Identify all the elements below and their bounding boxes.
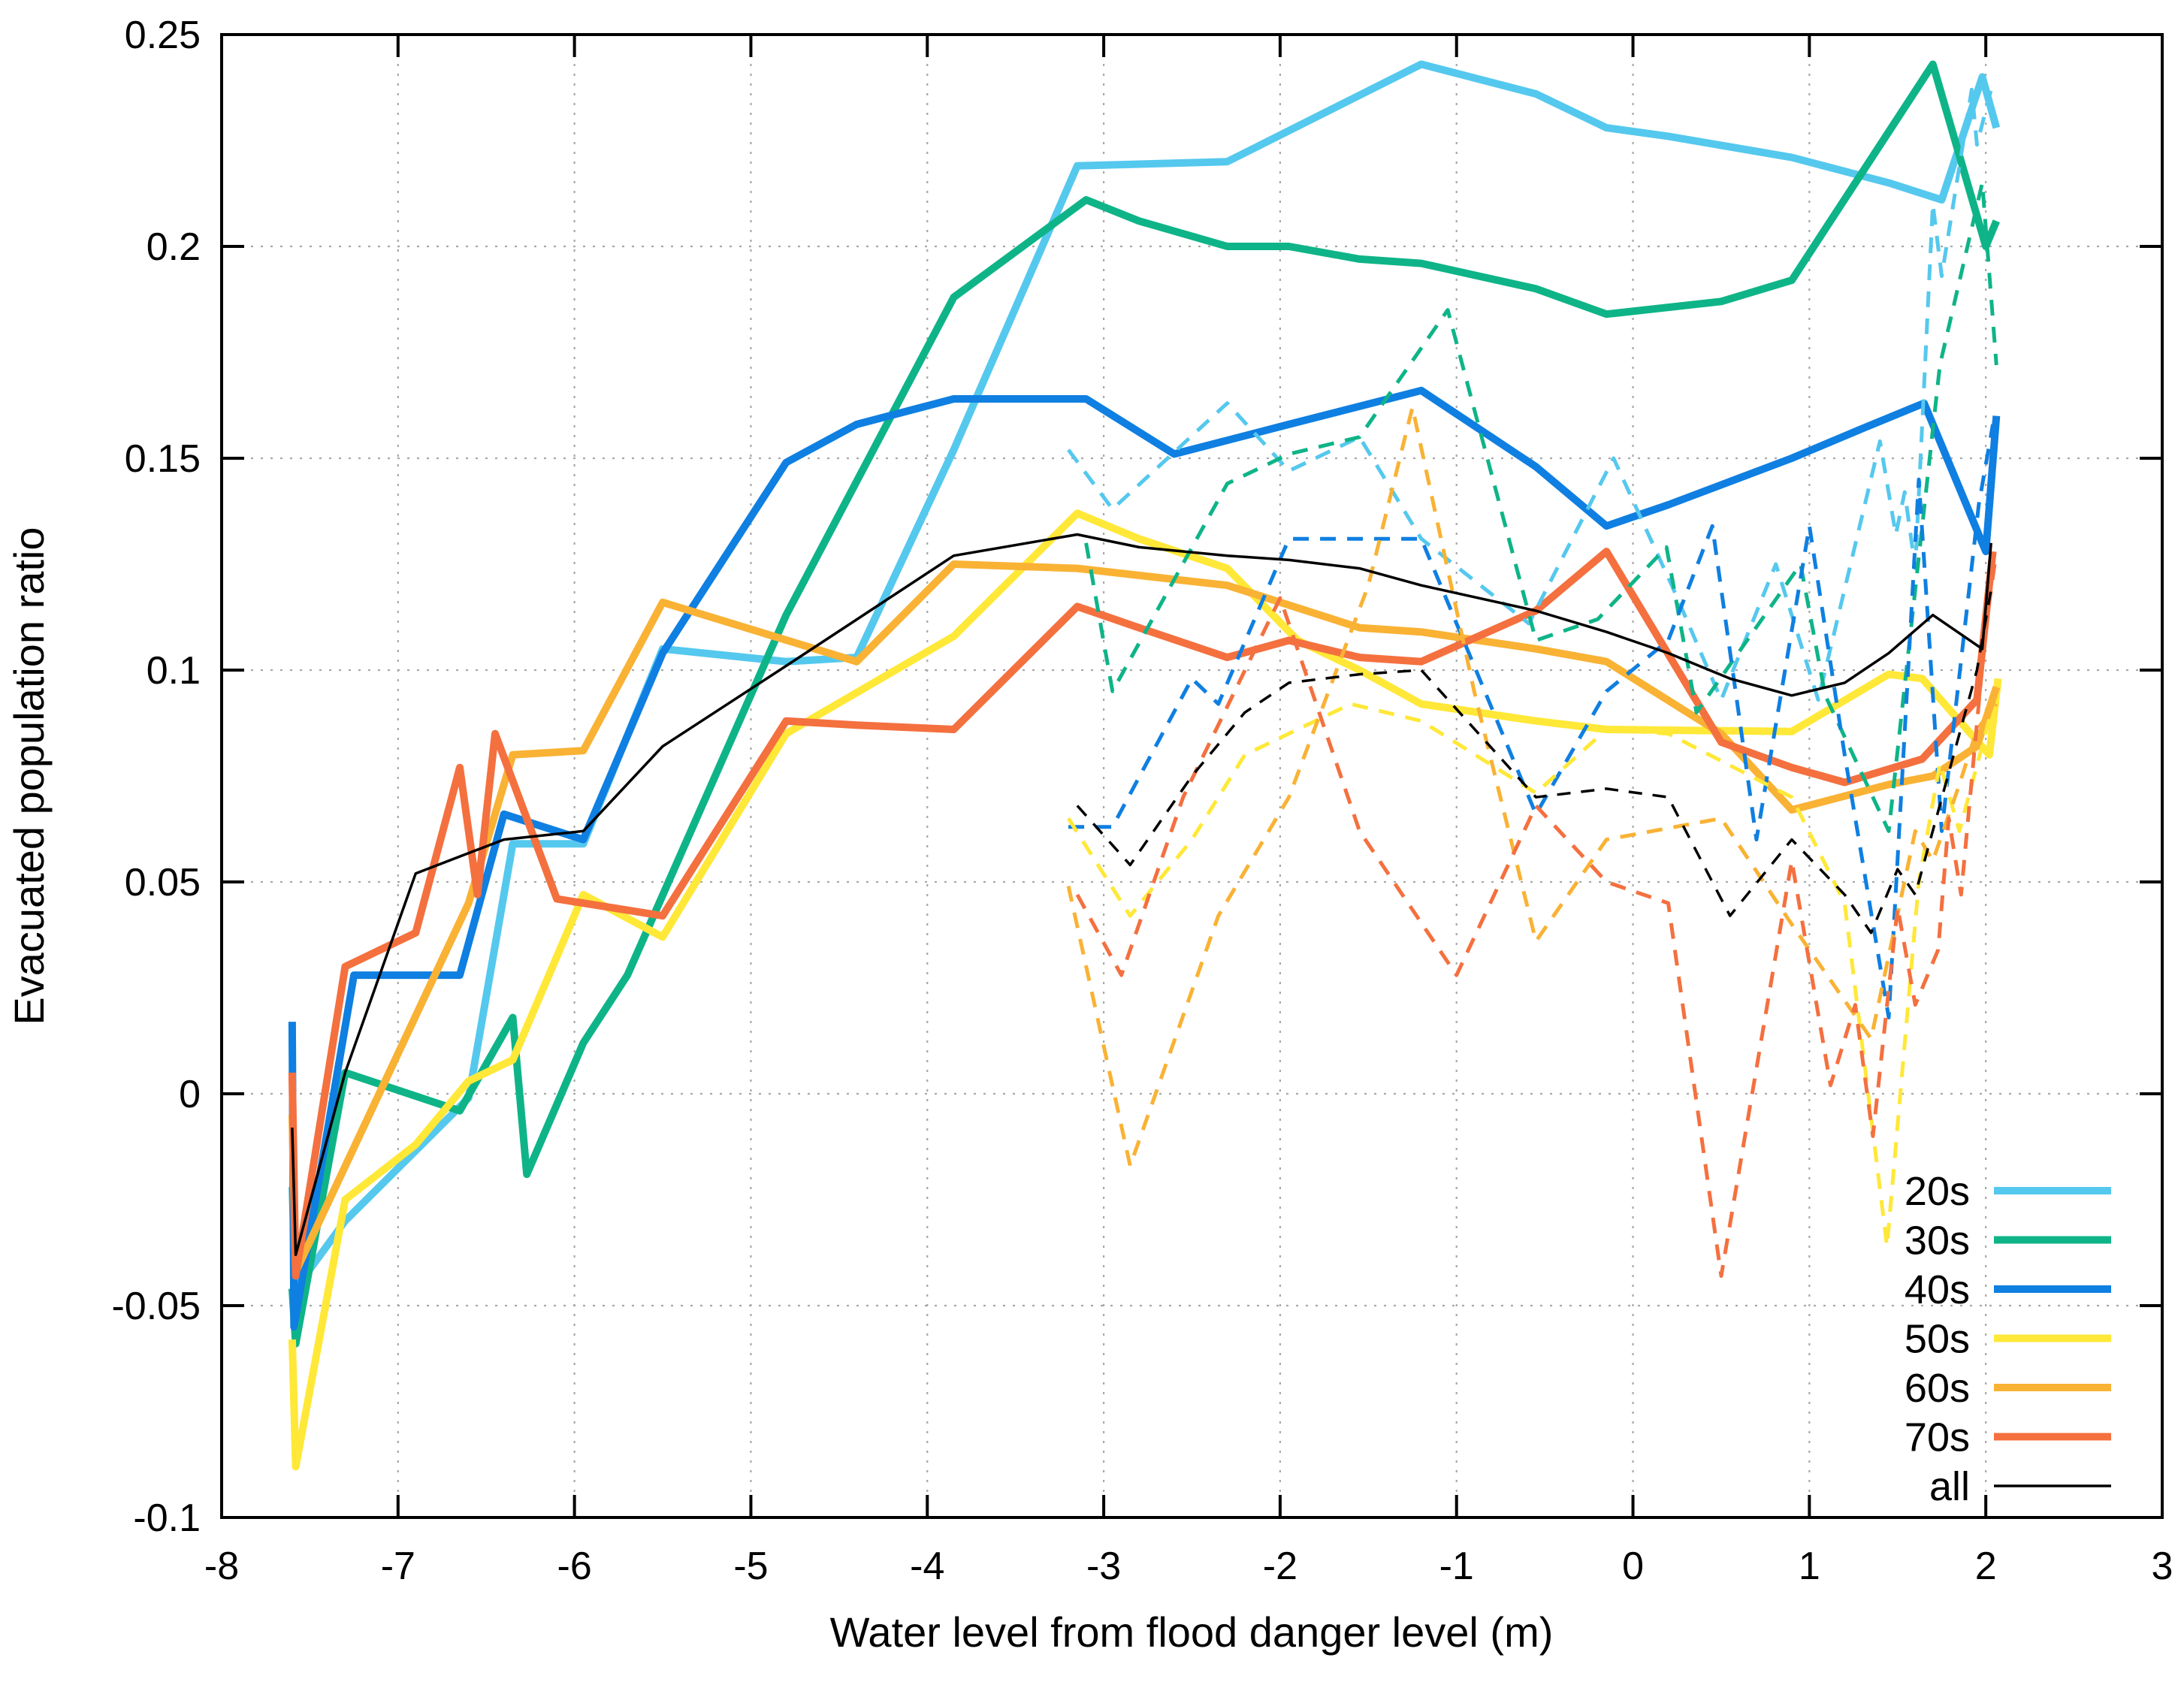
plot-border: [220, 33, 2164, 1519]
legend-item-40s: 40s: [1905, 1267, 2111, 1312]
y-tick-label: -0.05: [111, 1285, 201, 1328]
series-50s: [288, 509, 2002, 1471]
legend-item-30s: 30s: [1905, 1218, 2111, 1264]
series-layer: [288, 60, 2002, 1471]
legend-item-50s: 50s: [1905, 1317, 2111, 1362]
x-tick-label: -5: [733, 1545, 768, 1588]
tick-label-layer: -8 -7 -6 -5 -4 -3 -2 -1 0 1 2 3 -0.1 -0.05 0 0.05 0.1 0.1…: [111, 14, 2173, 1588]
y-tick-label: 0.25: [125, 14, 201, 57]
y-tick-label: 0: [179, 1073, 201, 1116]
series-70s-dashed: [1075, 563, 1997, 1278]
series-60s: [288, 560, 2001, 1276]
x-tick-label: -3: [1086, 1545, 1121, 1588]
x-tick-label: 0: [1622, 1545, 1644, 1588]
x-tick-label: 1: [1799, 1545, 1820, 1588]
y-tick-label: 0.15: [125, 437, 201, 481]
x-tick-label: -4: [910, 1545, 944, 1588]
legend-label: 70s: [1905, 1415, 1970, 1460]
legend-label: 60s: [1905, 1366, 1970, 1411]
y-tick-label: 0.1: [147, 649, 201, 693]
plot-frame-layer: [220, 33, 2164, 1519]
series-40s-dashed: [1068, 424, 1995, 1019]
x-tick-label: 3: [2152, 1545, 2173, 1588]
x-tick-label: -7: [381, 1545, 415, 1588]
series-20s-dashed: [1067, 87, 1993, 702]
legend-label: 20s: [1905, 1169, 1970, 1214]
series-all: [291, 533, 1992, 1257]
x-tick-label: -2: [1263, 1545, 1297, 1588]
series-all-dashed: [1076, 589, 1992, 935]
x-tick-label: -6: [557, 1545, 592, 1588]
legend-label: 50s: [1905, 1317, 1970, 1362]
x-tick-label: 2: [1975, 1545, 1997, 1588]
y-axis-title: Evacuated population ratio: [5, 527, 53, 1025]
legend-item-60s: 60s: [1905, 1366, 2111, 1411]
series-40s: [288, 386, 2001, 1331]
x-tick-label: -1: [1439, 1545, 1474, 1588]
x-tick-label: -8: [204, 1545, 239, 1588]
series-50s-dashed: [1066, 702, 1993, 1249]
y-tick-label: -0.1: [133, 1496, 201, 1540]
series-30s: [288, 60, 2000, 1348]
legend-item-all: all: [1929, 1464, 2111, 1509]
legend-label: 30s: [1905, 1218, 1970, 1264]
legend-item-70s: 70s: [1905, 1415, 2111, 1460]
y-tick-label: 0.05: [125, 861, 201, 904]
legend-label: 40s: [1905, 1267, 1970, 1312]
y-tick-label: 0.2: [147, 225, 201, 269]
x-axis-title: Water level from flood danger level (m): [830, 1608, 1554, 1656]
legend-label: all: [1929, 1464, 1970, 1509]
legend-item-20s: 20s: [1905, 1169, 2111, 1214]
series-60s-dashed: [1066, 405, 1998, 1168]
series-30s-dashed: [1084, 180, 1998, 833]
series-20s: [288, 60, 2001, 1293]
